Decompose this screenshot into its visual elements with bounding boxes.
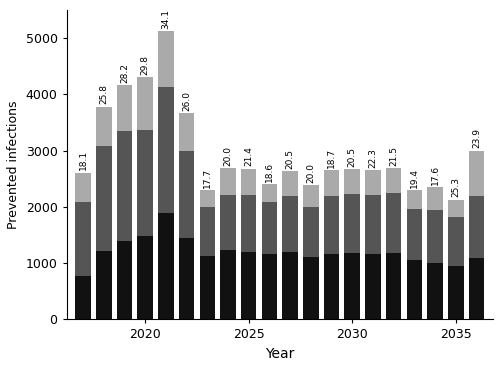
Bar bbox=[428, 187, 443, 210]
Bar bbox=[324, 170, 340, 196]
Bar bbox=[406, 190, 422, 209]
Bar bbox=[262, 254, 277, 319]
Bar bbox=[262, 202, 277, 254]
Text: 28.2: 28.2 bbox=[120, 63, 129, 82]
Bar bbox=[138, 77, 153, 130]
Bar bbox=[324, 254, 340, 319]
Bar bbox=[116, 131, 132, 241]
Bar bbox=[96, 107, 112, 146]
Bar bbox=[179, 113, 194, 151]
Bar bbox=[241, 252, 256, 319]
Bar bbox=[406, 209, 422, 260]
Bar bbox=[428, 263, 443, 319]
Bar bbox=[220, 195, 236, 250]
Bar bbox=[116, 241, 132, 319]
Bar bbox=[282, 196, 298, 252]
Bar bbox=[241, 169, 256, 195]
Text: 21.5: 21.5 bbox=[389, 146, 398, 166]
Bar bbox=[448, 199, 464, 217]
Y-axis label: Prevented infections: Prevented infections bbox=[7, 100, 20, 229]
Bar bbox=[241, 195, 256, 252]
Bar bbox=[428, 210, 443, 263]
Bar bbox=[468, 151, 484, 196]
Text: 29.8: 29.8 bbox=[140, 55, 149, 75]
Bar bbox=[76, 202, 91, 276]
Text: 19.4: 19.4 bbox=[410, 168, 419, 188]
Bar bbox=[220, 168, 236, 195]
Bar bbox=[365, 254, 380, 319]
Bar bbox=[344, 253, 360, 319]
Text: 17.7: 17.7 bbox=[203, 168, 212, 188]
Text: 20.5: 20.5 bbox=[348, 147, 357, 167]
Bar bbox=[386, 252, 402, 319]
Bar bbox=[96, 251, 112, 319]
Bar bbox=[406, 260, 422, 319]
Text: 22.3: 22.3 bbox=[368, 148, 378, 168]
Bar bbox=[344, 194, 360, 253]
Bar bbox=[448, 217, 464, 266]
Bar bbox=[303, 257, 318, 319]
Bar bbox=[76, 173, 91, 202]
Bar bbox=[468, 258, 484, 319]
Text: 18.6: 18.6 bbox=[265, 162, 274, 181]
Text: 20.0: 20.0 bbox=[306, 163, 316, 183]
Bar bbox=[220, 250, 236, 319]
Bar bbox=[158, 31, 174, 87]
Bar bbox=[303, 185, 318, 208]
Bar bbox=[386, 194, 402, 252]
Bar bbox=[448, 266, 464, 319]
Text: 20.0: 20.0 bbox=[224, 146, 232, 166]
Text: 21.4: 21.4 bbox=[244, 146, 253, 166]
Bar bbox=[386, 169, 402, 194]
Bar bbox=[158, 213, 174, 319]
Text: 34.1: 34.1 bbox=[162, 8, 170, 28]
Text: 20.5: 20.5 bbox=[286, 149, 294, 169]
Bar bbox=[282, 252, 298, 319]
Text: 18.7: 18.7 bbox=[327, 148, 336, 167]
Bar bbox=[158, 87, 174, 213]
Bar bbox=[138, 236, 153, 319]
Bar bbox=[179, 238, 194, 319]
Bar bbox=[282, 171, 298, 196]
Bar bbox=[365, 195, 380, 254]
Bar bbox=[344, 169, 360, 194]
Bar bbox=[116, 85, 132, 131]
Bar bbox=[96, 146, 112, 251]
X-axis label: Year: Year bbox=[265, 347, 294, 361]
Bar bbox=[468, 196, 484, 258]
Bar bbox=[324, 196, 340, 254]
Text: 25.3: 25.3 bbox=[452, 177, 460, 197]
Text: 23.9: 23.9 bbox=[472, 128, 481, 148]
Bar bbox=[365, 170, 380, 195]
Text: 17.6: 17.6 bbox=[430, 165, 440, 185]
Text: 18.1: 18.1 bbox=[78, 150, 88, 170]
Bar bbox=[200, 190, 215, 208]
Bar bbox=[262, 184, 277, 202]
Bar bbox=[76, 276, 91, 319]
Bar bbox=[303, 208, 318, 257]
Bar bbox=[179, 151, 194, 238]
Text: 25.8: 25.8 bbox=[100, 85, 108, 105]
Bar bbox=[200, 208, 215, 256]
Bar bbox=[200, 256, 215, 319]
Text: 26.0: 26.0 bbox=[182, 91, 191, 111]
Bar bbox=[138, 130, 153, 236]
